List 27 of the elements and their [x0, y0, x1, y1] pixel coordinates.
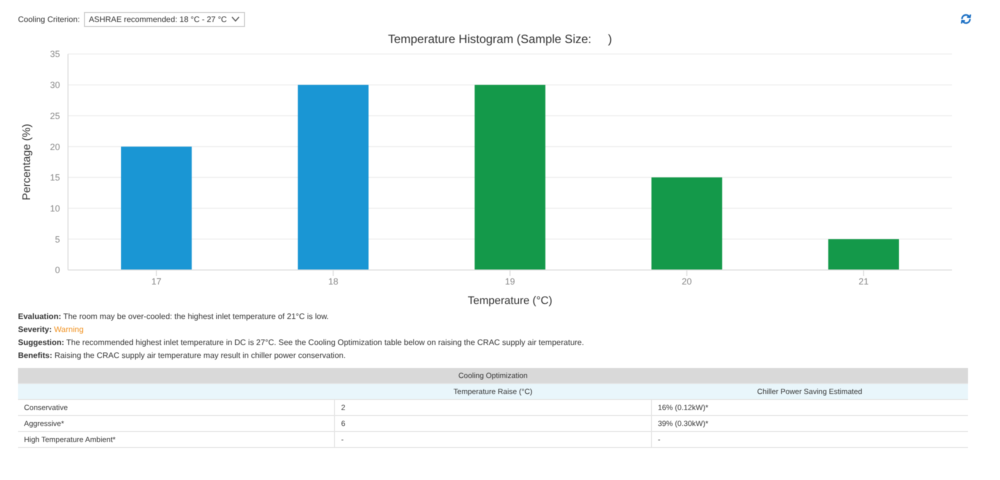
y-tick-label: 15 — [50, 172, 60, 183]
x-tick-label: 19 — [504, 276, 516, 286]
y-tick-label: 10 — [50, 203, 60, 214]
y-tick-label: 25 — [50, 110, 60, 121]
text: Suggestion: The recommended highest inlet temperature in DC is 27°C. See the Cooling Optimization table below on raising the CRAC supply air temperature. — [18, 338, 584, 347]
bar — [298, 84, 369, 270]
y-tick-label: 0 — [54, 265, 60, 276]
text: Severity: Warning — [18, 325, 84, 334]
x-tick-label: 21 — [858, 276, 869, 286]
y-tick-label: 35 — [50, 49, 60, 60]
x-tick-label: 17 — [151, 276, 162, 286]
text: Cooling Criterion: — [18, 14, 80, 24]
text: Evaluation: The room may be over-cooled: the highest inlet temperature of 21°C is low. — [18, 312, 329, 321]
bar — [651, 177, 722, 270]
bar — [474, 84, 546, 270]
text: ASHRAE recommended: 18 °C - 27 °C — [84, 12, 245, 26]
x-axis-title: Temperature (°C) — [468, 295, 552, 307]
y-tick-label: 20 — [50, 142, 60, 152]
y-axis-title: Percentage (%) — [20, 124, 33, 200]
x-tick-label: 18 — [328, 276, 338, 286]
y-tick-label: 5 — [54, 234, 60, 244]
bar — [828, 239, 899, 270]
text: Benefits: Raising the CRAC supply air temperature may result in chiller power conservation. — [18, 351, 346, 360]
x-tick-label: 20 — [682, 276, 692, 286]
y-tick-label: 30 — [50, 80, 60, 90]
bar — [121, 146, 192, 270]
chart-title: Temperature Histogram (Sample Size: ) — [386, 32, 614, 46]
